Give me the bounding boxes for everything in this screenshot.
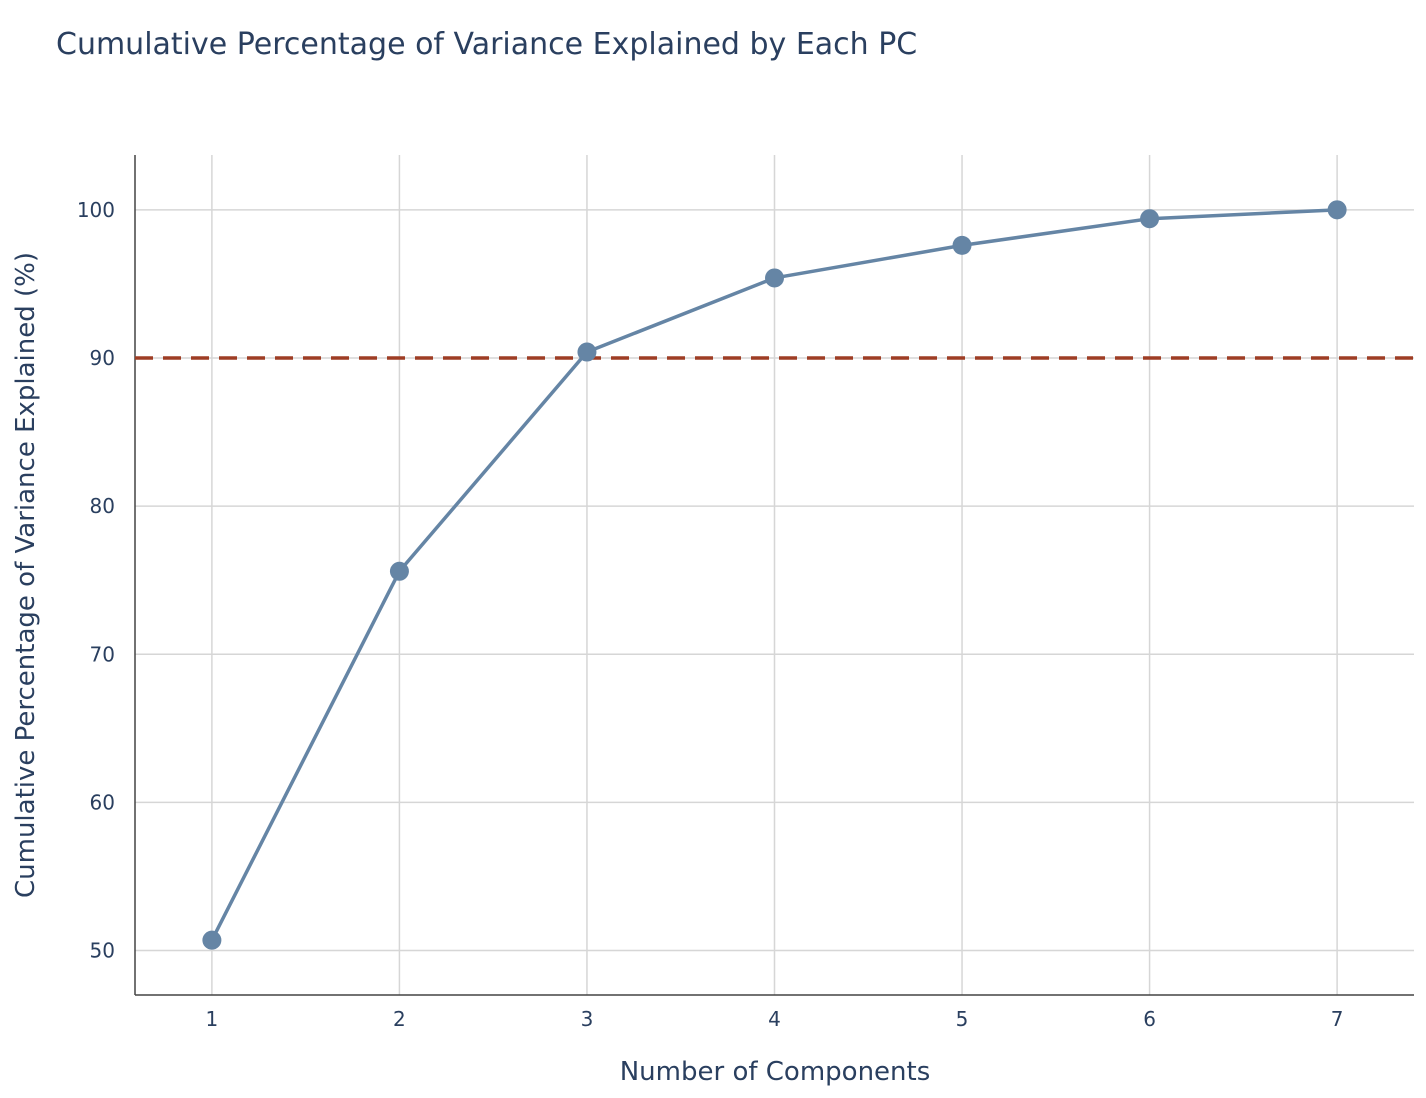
y-tick-label: 80 — [90, 494, 115, 518]
series-layer — [202, 200, 1347, 950]
y-tick-label: 100 — [77, 198, 115, 222]
x-axis-title: Number of Components — [620, 1057, 931, 1087]
x-tick-label: 1 — [206, 1007, 219, 1031]
chart-title: Cumulative Percentage of Variance Explai… — [56, 27, 917, 62]
y-tick-label: 50 — [90, 939, 115, 963]
y-tick-label: 90 — [90, 346, 115, 370]
x-tick-label: 5 — [956, 1007, 969, 1031]
y-tick-label: 60 — [90, 790, 115, 814]
axes-layer — [134, 155, 1414, 996]
y-tick-label: 70 — [90, 642, 115, 666]
x-tick-label: 3 — [581, 1007, 594, 1031]
data-point — [952, 235, 972, 255]
data-point — [577, 342, 597, 362]
x-tick-label: 7 — [1331, 1007, 1344, 1031]
data-point — [389, 561, 409, 581]
x-tick-label: 4 — [768, 1007, 781, 1031]
ticks-layer: 1 2 3 4 5 6 7 50 60 70 80 90 100 — [77, 198, 1344, 1031]
data-point — [202, 930, 222, 950]
x-tick-label: 2 — [393, 1007, 406, 1031]
x-tick-label: 6 — [1143, 1007, 1156, 1031]
data-point — [1140, 209, 1160, 229]
y-axis-title: Cumulative Percentage of Variance Explai… — [11, 252, 41, 898]
data-point — [765, 268, 784, 288]
data-point — [1327, 200, 1347, 220]
